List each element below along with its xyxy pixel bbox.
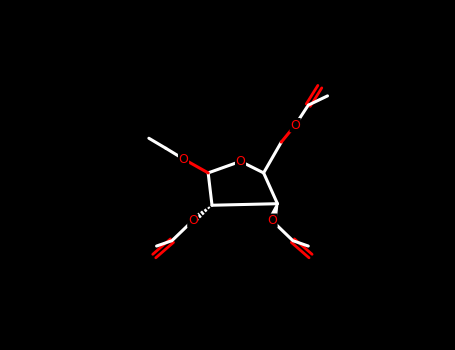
Polygon shape: [268, 204, 278, 222]
Text: O: O: [267, 214, 277, 227]
Text: O: O: [236, 155, 245, 168]
Text: O: O: [188, 214, 198, 227]
Text: O: O: [290, 119, 300, 132]
Text: O: O: [178, 153, 188, 166]
